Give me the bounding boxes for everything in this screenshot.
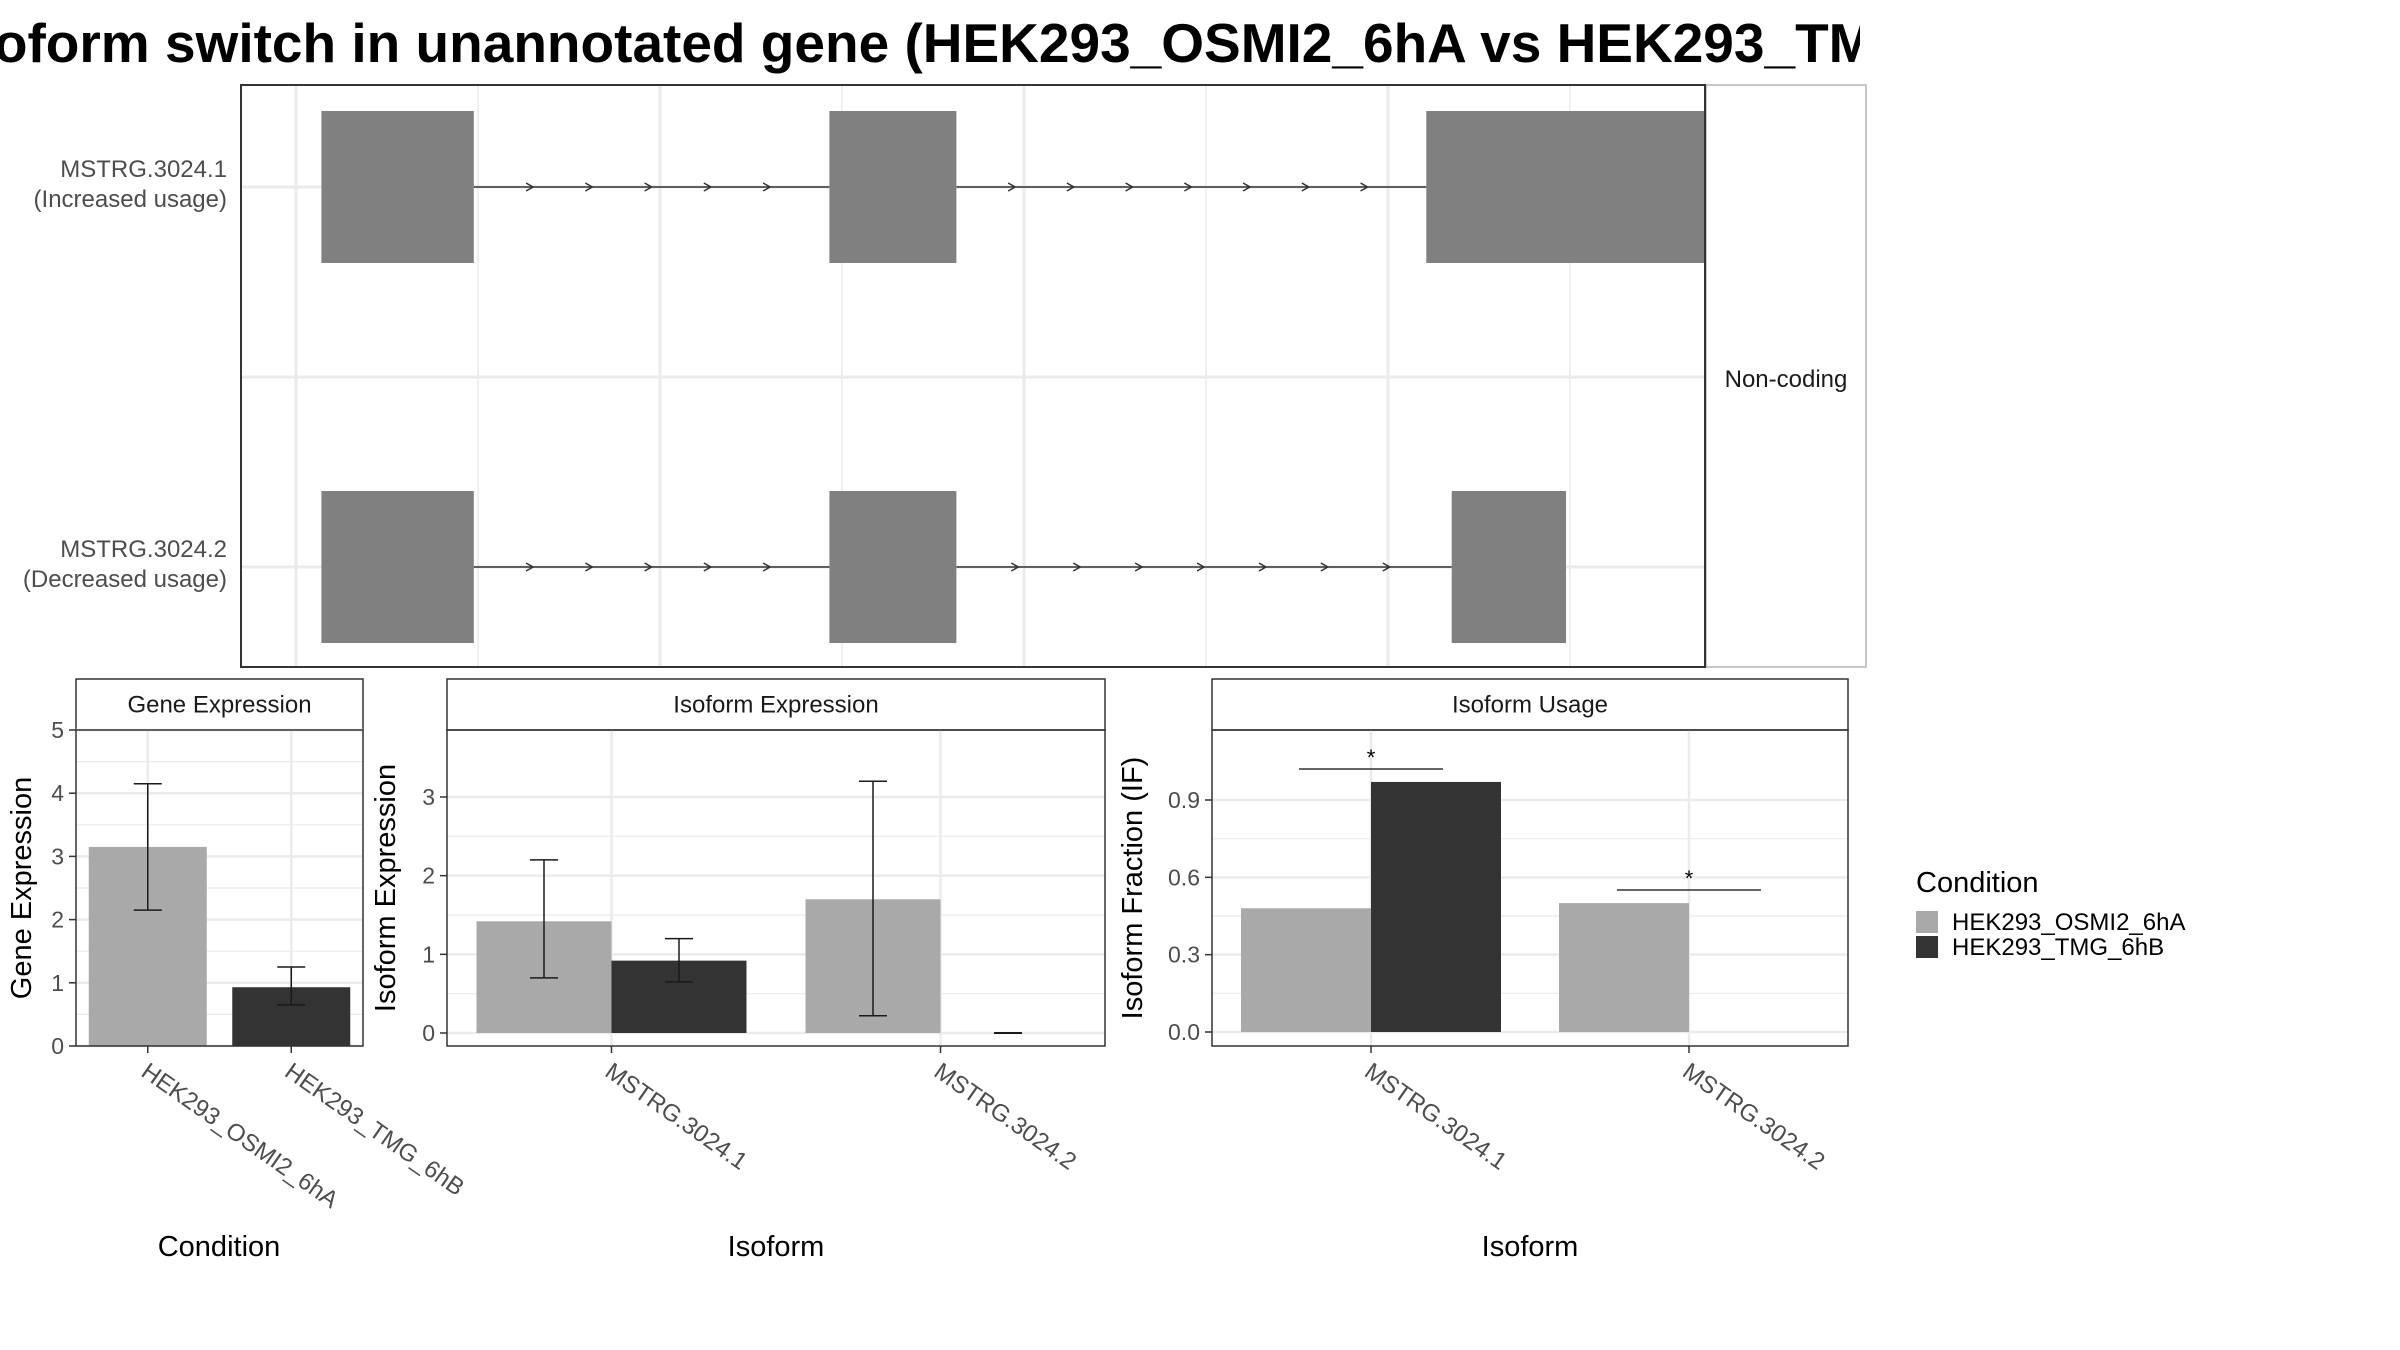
x-tick-label: MSTRG.3024.2: [929, 1058, 1081, 1176]
y-tick-label: 2: [51, 907, 64, 933]
isoform-usage-label: (Increased usage): [34, 186, 227, 213]
x-tick-label: MSTRG.3024.1: [1360, 1058, 1512, 1176]
y-tick-label: 0.9: [1168, 787, 1200, 813]
exon-block: [1426, 111, 1719, 263]
y-axis-title: Gene Expression: [6, 777, 38, 999]
exon-block: [829, 111, 957, 263]
intron-arrow: [1007, 182, 1017, 192]
exon-block: [829, 491, 957, 643]
y-tick-label: 3: [422, 784, 435, 810]
y-tick-label: 2: [422, 863, 435, 889]
isoform-label: MSTRG.3024.2: [60, 536, 227, 563]
y-tick-label: 1: [51, 970, 64, 996]
panel-border: [75, 729, 364, 1047]
exon-block: [1451, 491, 1566, 643]
legend-swatch: [1916, 911, 1938, 933]
y-tick-label: 0.6: [1168, 864, 1200, 890]
legend-swatch: [1916, 936, 1938, 958]
intron-arrow: [703, 182, 713, 192]
y-tick-label: 3: [51, 843, 64, 869]
intron-arrow: [525, 182, 535, 192]
intron-arrow: [584, 562, 594, 572]
intron-arrow: [1066, 182, 1076, 192]
bar: [1559, 903, 1689, 1032]
intron-arrow: [1242, 182, 1252, 192]
intron-arrow: [1072, 562, 1082, 572]
intron-arrow: [1196, 562, 1206, 572]
y-axis-title: Isoform Expression: [370, 764, 402, 1012]
intron-arrow: [1134, 562, 1144, 572]
x-axis-title: Isoform: [1482, 1231, 1579, 1263]
panel-border: [446, 729, 1106, 1047]
legend-label: HEK293_OSMI2_6hA: [1952, 909, 2185, 936]
intron-arrow: [584, 182, 594, 192]
y-tick-label: 0.0: [1168, 1019, 1200, 1045]
intron-arrow: [1301, 182, 1311, 192]
y-tick-label: 4: [51, 780, 64, 806]
gene-structure-panel-border: [240, 84, 1706, 668]
panel-strip-title: Isoform Expression: [673, 692, 878, 719]
bar: [1241, 908, 1371, 1032]
significance-label: *: [1367, 745, 1376, 770]
panel-strip: [446, 678, 1106, 731]
facet-label: Non-coding: [1725, 366, 1848, 393]
legend-label: HEK293_TMG_6hB: [1952, 934, 2164, 961]
exon-block: [321, 491, 474, 643]
facet-strip: [1705, 84, 1867, 668]
intron-arrow: [703, 562, 713, 572]
intron-arrow: [1258, 562, 1268, 572]
x-axis-title: Condition: [158, 1231, 281, 1263]
intron-arrow: [525, 562, 535, 572]
y-tick-label: 1: [422, 941, 435, 967]
isoform-label: MSTRG.3024.1: [60, 156, 227, 183]
legend-title: Condition: [1916, 867, 2039, 899]
page-title: Isoform switch in unannotated gene (HEK2…: [0, 12, 1860, 74]
isoform-usage-label: (Decreased usage): [23, 566, 227, 593]
panel-strip: [1211, 678, 1849, 731]
significance-label: *: [1685, 866, 1694, 891]
y-axis-title: Isoform Fraction (IF): [1117, 757, 1149, 1020]
intron-arrow: [644, 182, 654, 192]
intron-arrow: [644, 562, 654, 572]
exon-block: [321, 111, 474, 263]
panel-strip-title: Gene Expression: [127, 692, 311, 719]
bar: [1371, 781, 1501, 1032]
y-tick-label: 0.3: [1168, 942, 1200, 968]
intron-arrow: [1382, 562, 1392, 572]
intron-arrow: [1320, 562, 1330, 572]
intron-arrow: [762, 562, 772, 572]
panel-border: [1211, 729, 1849, 1047]
intron-arrow: [762, 182, 772, 192]
intron-arrow: [1010, 562, 1020, 572]
x-axis-title: Isoform: [728, 1231, 825, 1263]
y-tick-label: 0: [51, 1033, 64, 1059]
intron-arrow: [1360, 182, 1370, 192]
x-tick-label: MSTRG.3024.2: [1678, 1058, 1830, 1176]
x-tick-label: MSTRG.3024.1: [600, 1058, 752, 1176]
intron-arrow: [1125, 182, 1135, 192]
y-tick-label: 5: [51, 717, 64, 743]
panel-strip: [75, 678, 364, 731]
panel-strip-title: Isoform Usage: [1452, 692, 1608, 719]
y-tick-label: 0: [422, 1020, 435, 1046]
intron-arrow: [1183, 182, 1193, 192]
